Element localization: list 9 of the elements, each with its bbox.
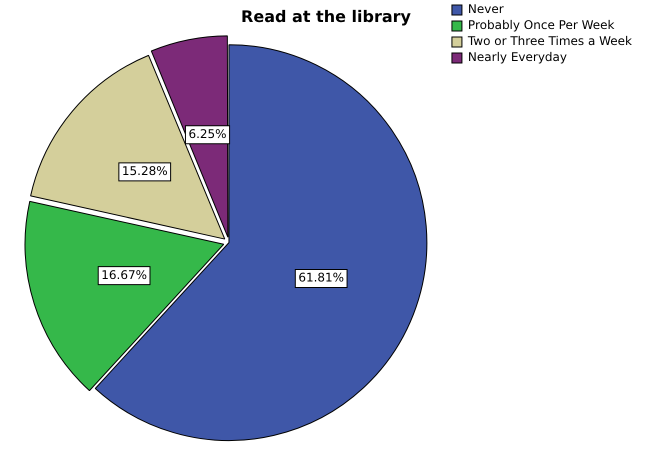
chart-title: Read at the library (241, 6, 412, 26)
legend-label: Two or Three Times a Week (466, 34, 632, 48)
legend-label: Never (468, 2, 504, 16)
data-label: 6.25% (188, 126, 227, 141)
legend-label: Probably Once Per Week (468, 18, 615, 32)
data-label: 61.81% (298, 270, 344, 285)
data-label: 15.28% (122, 164, 168, 178)
legend-label: Nearly Everyday (468, 50, 568, 64)
data-label: 16.67% (101, 268, 147, 282)
